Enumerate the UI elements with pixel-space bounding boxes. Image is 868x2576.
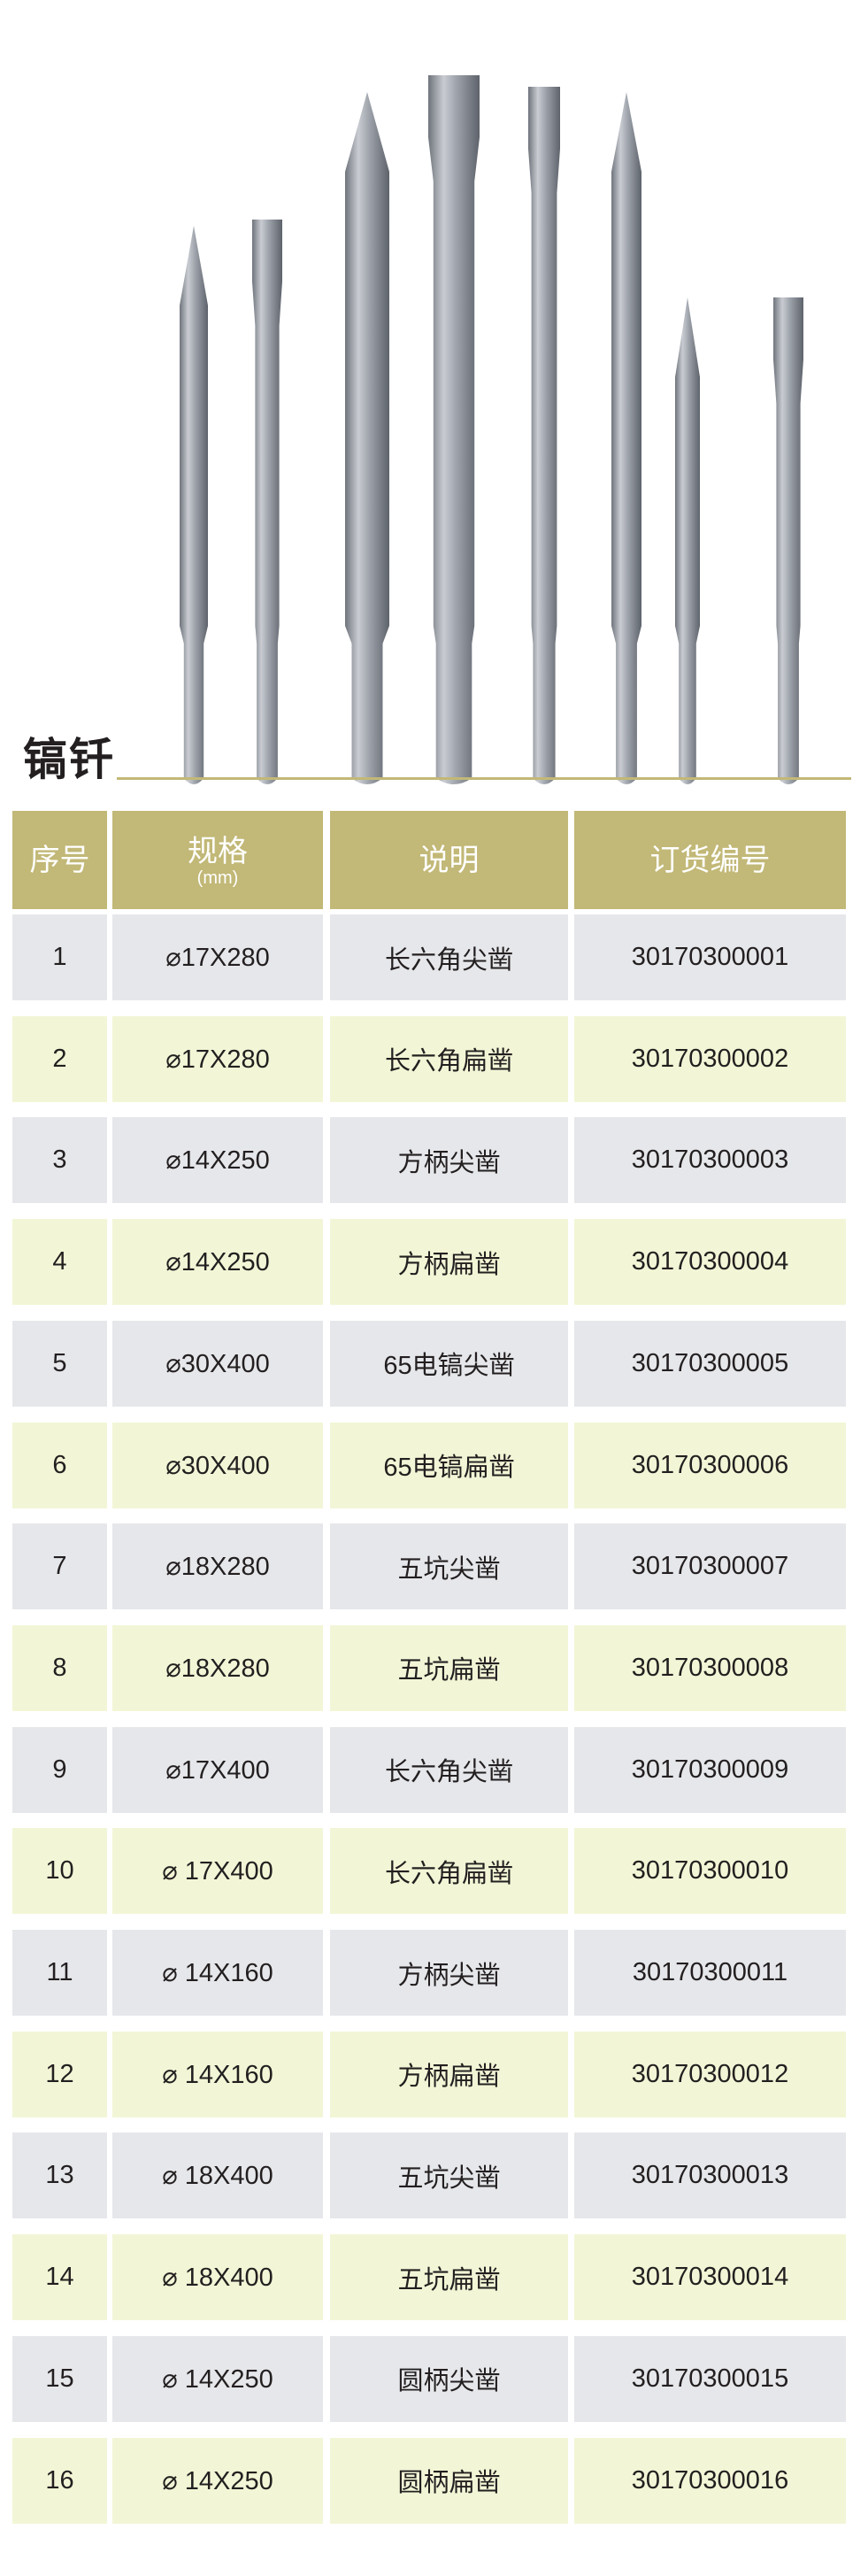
- cell-desc: 五坑扁凿: [330, 2234, 568, 2321]
- cell-no: 4: [12, 1219, 107, 1306]
- table-row: 3 ⌀14X250 方柄尖凿 30170300003: [12, 1117, 846, 1204]
- cell-code: 30170300015: [574, 2335, 846, 2422]
- header-code: 订货编号: [574, 811, 846, 909]
- cell-spec: ⌀ 14X250: [112, 2437, 323, 2524]
- table-row: 11 ⌀ 14X160 方柄尖凿 30170300011: [12, 1930, 846, 2016]
- cell-spec: ⌀ 14X160: [112, 2031, 323, 2117]
- cell-code: 30170300010: [574, 1828, 846, 1915]
- cell-no: 2: [12, 1015, 107, 1102]
- chisel-image: [252, 220, 282, 784]
- cell-desc: 五坑扁凿: [330, 1624, 568, 1711]
- cell-no: 14: [12, 2234, 107, 2321]
- cell-code: 30170300002: [574, 1015, 846, 1102]
- cell-code: 30170300013: [574, 2133, 846, 2219]
- cell-code: 30170300007: [574, 1523, 846, 1610]
- table-row: 15 ⌀ 14X250 圆柄尖凿 30170300015: [12, 2335, 846, 2422]
- cell-desc: 长六角尖凿: [330, 1726, 568, 1813]
- table-row: 2 ⌀17X280 长六角扁凿 30170300002: [12, 1015, 846, 1102]
- cell-spec: ⌀17X400: [112, 1726, 323, 1813]
- cell-desc: 方柄扁凿: [330, 2031, 568, 2117]
- chisel-image: [345, 92, 389, 784]
- cell-desc: 五坑尖凿: [330, 2133, 568, 2219]
- table-row: 13 ⌀ 18X400 五坑尖凿 30170300013: [12, 2133, 846, 2219]
- chisel-image: [428, 75, 480, 784]
- cell-code: 30170300006: [574, 1422, 846, 1508]
- cell-no: 16: [12, 2437, 107, 2524]
- cell-no: 6: [12, 1422, 107, 1508]
- cell-code: 30170300012: [574, 2031, 846, 2117]
- table-row: 1 ⌀17X280 长六角尖凿 30170300001: [12, 914, 846, 1000]
- cell-spec: ⌀30X400: [112, 1422, 323, 1508]
- cell-no: 7: [12, 1523, 107, 1610]
- table-row: 6 ⌀30X400 65电镐扁凿 30170300006: [12, 1422, 846, 1508]
- chisel-image: [773, 297, 803, 784]
- cell-desc: 65电镐尖凿: [330, 1320, 568, 1407]
- table-row: 14 ⌀ 18X400 五坑扁凿 30170300014: [12, 2234, 846, 2321]
- cell-spec: ⌀14X250: [112, 1219, 323, 1306]
- header-no: 序号: [12, 811, 107, 909]
- cell-desc: 长六角尖凿: [330, 914, 568, 1000]
- cell-desc: 长六角扁凿: [330, 1828, 568, 1915]
- cell-desc: 长六角扁凿: [330, 1015, 568, 1102]
- header-spec: 规格 (mm): [112, 811, 323, 909]
- cell-no: 9: [12, 1726, 107, 1813]
- cell-no: 12: [12, 2031, 107, 2117]
- cell-code: 30170300016: [574, 2437, 846, 2524]
- cell-spec: ⌀18X280: [112, 1624, 323, 1711]
- cell-no: 10: [12, 1828, 107, 1915]
- cell-code: 30170300001: [574, 914, 846, 1000]
- chisel-image: [675, 297, 700, 784]
- table-row: 10 ⌀ 17X400 长六角扁凿 30170300010: [12, 1828, 846, 1915]
- cell-spec: ⌀ 14X160: [112, 1930, 323, 2016]
- table-row: 12 ⌀ 14X160 方柄扁凿 30170300012: [12, 2031, 846, 2117]
- cell-no: 5: [12, 1320, 107, 1407]
- cell-desc: 方柄扁凿: [330, 1219, 568, 1306]
- cell-code: 30170300011: [574, 1930, 846, 2016]
- cell-spec: ⌀17X280: [112, 1015, 323, 1102]
- cell-desc: 圆柄扁凿: [330, 2437, 568, 2524]
- cell-desc: 65电镐扁凿: [330, 1422, 568, 1508]
- table-row: 5 ⌀30X400 65电镐尖凿 30170300005: [12, 1320, 846, 1407]
- cell-desc: 五坑尖凿: [330, 1523, 568, 1610]
- cell-no: 11: [12, 1930, 107, 2016]
- cell-code: 30170300004: [574, 1219, 846, 1306]
- table-row: 16 ⌀ 14X250 圆柄扁凿 30170300016: [12, 2437, 846, 2524]
- table-row: 4 ⌀14X250 方柄扁凿 30170300004: [12, 1219, 846, 1306]
- cell-spec: ⌀17X280: [112, 914, 323, 1000]
- cell-no: 1: [12, 914, 107, 1000]
- table-header: 序号 规格 (mm) 说明 订货编号: [12, 811, 846, 909]
- cell-no: 15: [12, 2335, 107, 2422]
- cell-code: 30170300009: [574, 1726, 846, 1813]
- cell-spec: ⌀ 18X400: [112, 2133, 323, 2219]
- cell-code: 30170300003: [574, 1117, 846, 1204]
- cell-desc: 圆柄尖凿: [330, 2335, 568, 2422]
- cell-spec: ⌀18X280: [112, 1523, 323, 1610]
- cell-spec: ⌀ 18X400: [112, 2234, 323, 2321]
- cell-spec: ⌀ 14X250: [112, 2335, 323, 2422]
- cell-spec: ⌀30X400: [112, 1320, 323, 1407]
- cell-desc: 方柄尖凿: [330, 1117, 568, 1204]
- chisel-product-photo: [180, 75, 803, 784]
- cell-desc: 方柄尖凿: [330, 1930, 568, 2016]
- table-row: 8 ⌀18X280 五坑扁凿 30170300008: [12, 1624, 846, 1711]
- cell-spec: ⌀14X250: [112, 1117, 323, 1204]
- chisel-image: [611, 92, 641, 784]
- table-row: 7 ⌀18X280 五坑尖凿 30170300007: [12, 1523, 846, 1610]
- cell-no: 8: [12, 1624, 107, 1711]
- page-title: 镐钎: [23, 734, 115, 785]
- cell-code: 30170300008: [574, 1624, 846, 1711]
- title-divider: [117, 777, 851, 780]
- table-row: 9 ⌀17X400 长六角尖凿 30170300009: [12, 1726, 846, 1813]
- cell-no: 13: [12, 2133, 107, 2219]
- cell-spec: ⌀ 17X400: [112, 1828, 323, 1915]
- cell-code: 30170300005: [574, 1320, 846, 1407]
- header-spec-unit: (mm): [196, 868, 239, 888]
- chisel-image: [180, 226, 208, 784]
- header-desc: 说明: [330, 811, 568, 909]
- cell-no: 3: [12, 1117, 107, 1204]
- cell-code: 30170300014: [574, 2234, 846, 2321]
- chisel-image: [528, 87, 560, 784]
